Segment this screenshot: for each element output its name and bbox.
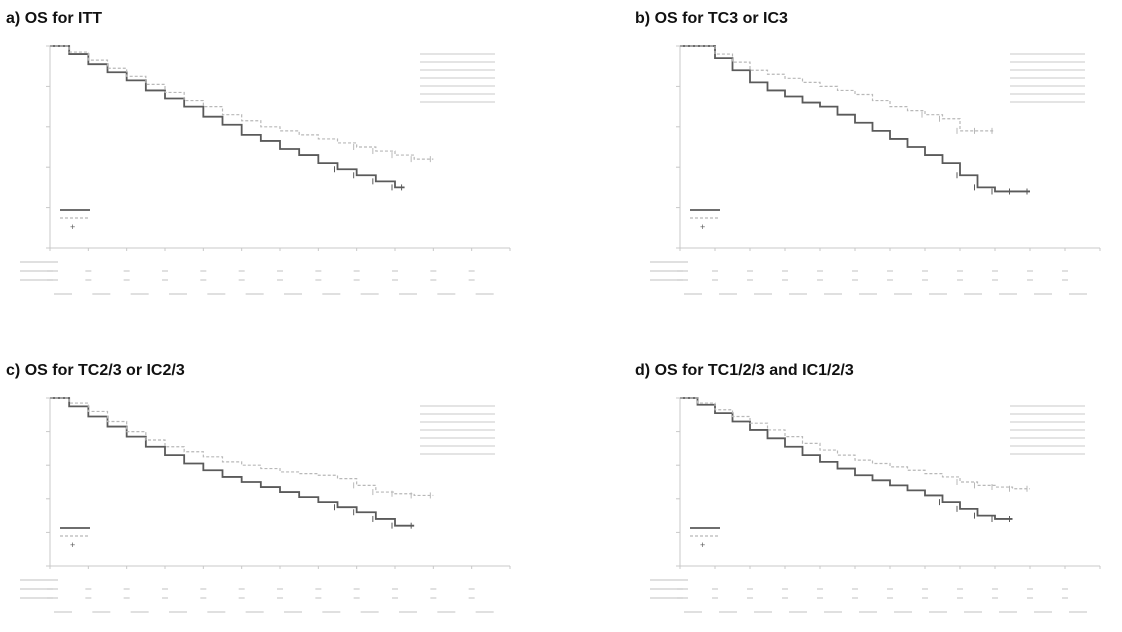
km-chart-b: + — [650, 45, 1101, 295]
panel-title-d: d) OS for TC1/2/3 and IC1/2/3 — [635, 362, 854, 380]
panel-label-a: a) — [6, 10, 21, 27]
series-line-docetaxel — [50, 45, 405, 189]
panel-label-c: c) — [6, 362, 21, 379]
series-line-atezolizumab — [50, 397, 434, 497]
legend-censor-symbol: + — [700, 540, 705, 550]
panel-title-c: c) OS for TC2/3 or IC2/3 — [6, 362, 185, 380]
legend-censor-symbol: + — [700, 222, 705, 232]
series-line-docetaxel — [50, 397, 415, 527]
series-line-atezolizumab — [680, 45, 995, 132]
km-chart-a: + — [20, 45, 511, 295]
panel-heading-c: OS for TC2/3 or IC2/3 — [24, 362, 185, 379]
km-chart-c: + — [20, 397, 511, 613]
series-line-atezolizumab — [50, 45, 434, 160]
panel-heading-d: OS for TC1/2/3 and IC1/2/3 — [654, 362, 854, 379]
legend-censor-symbol: + — [70, 540, 75, 550]
km-chart-d: + — [650, 397, 1101, 613]
panel-title-b: b) OS for TC3 or IC3 — [635, 10, 788, 28]
panel-title-a: a) OS for ITT — [6, 10, 102, 28]
series-line-docetaxel — [680, 45, 1030, 193]
legend-censor-symbol: + — [70, 222, 75, 232]
panel-label-b: b) — [635, 10, 651, 27]
series-line-docetaxel — [680, 397, 1013, 520]
panel-heading-b: OS for TC3 or IC3 — [654, 10, 788, 27]
panel-label-d: d) — [635, 362, 651, 379]
panel-heading-a: OS for ITT — [24, 10, 103, 27]
series-line-atezolizumab — [680, 397, 1030, 490]
